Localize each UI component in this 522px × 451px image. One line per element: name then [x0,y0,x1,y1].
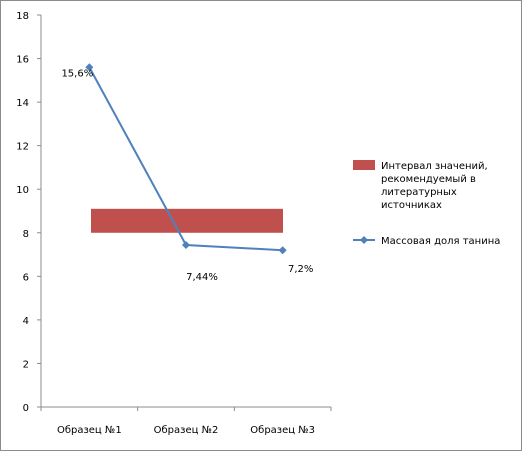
recommended-interval-band [91,208,283,233]
y-tick-label: 14 [16,98,29,109]
data-point-marker [278,246,287,255]
data-label: 7,2% [288,264,313,275]
y-tick-label: 6 [23,272,29,283]
y-tick-label: 10 [16,185,29,196]
x-category-label: Образец №2 [154,425,219,436]
data-label: 15,6% [61,68,93,79]
y-tick-label: 4 [23,316,29,327]
legend-label-tannin: Массовая доля танина [381,236,500,247]
x-category-label: Образец №1 [57,425,122,436]
y-tick-label: 8 [23,229,29,240]
legend-label-interval: Интервал значений, [381,161,488,172]
legend-label-interval: рекомендуемый в [381,174,476,185]
data-point-marker [182,240,190,249]
legend-swatch-tannin-marker [360,236,368,244]
data-label: 7,44% [186,272,218,283]
legend-label-interval: литературных [381,187,457,198]
y-tick-label: 16 [16,55,29,66]
y-tick-label: 2 [23,359,29,370]
legend-swatch-interval [353,160,375,170]
legend-label-interval: источниках [381,200,442,211]
y-tick-label: 18 [16,11,29,22]
y-tick-label: 0 [23,403,29,414]
y-tick-label: 12 [16,142,29,153]
data-point-marker [85,63,94,72]
x-category-label: Образец №3 [250,425,315,436]
